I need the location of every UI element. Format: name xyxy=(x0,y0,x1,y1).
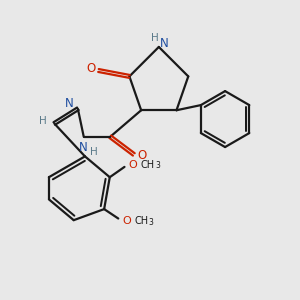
Text: O: O xyxy=(122,216,131,226)
Text: O: O xyxy=(128,160,137,170)
Text: N: N xyxy=(160,37,169,50)
Text: H: H xyxy=(90,147,98,157)
Text: N: N xyxy=(79,141,88,154)
Text: 3: 3 xyxy=(149,218,154,226)
Text: H: H xyxy=(151,32,158,43)
Text: N: N xyxy=(65,97,74,110)
Text: CH: CH xyxy=(134,216,148,226)
Text: CH: CH xyxy=(140,160,154,170)
Text: O: O xyxy=(86,61,96,75)
Text: H: H xyxy=(39,116,47,126)
Text: 3: 3 xyxy=(155,161,160,170)
Text: O: O xyxy=(137,149,147,162)
